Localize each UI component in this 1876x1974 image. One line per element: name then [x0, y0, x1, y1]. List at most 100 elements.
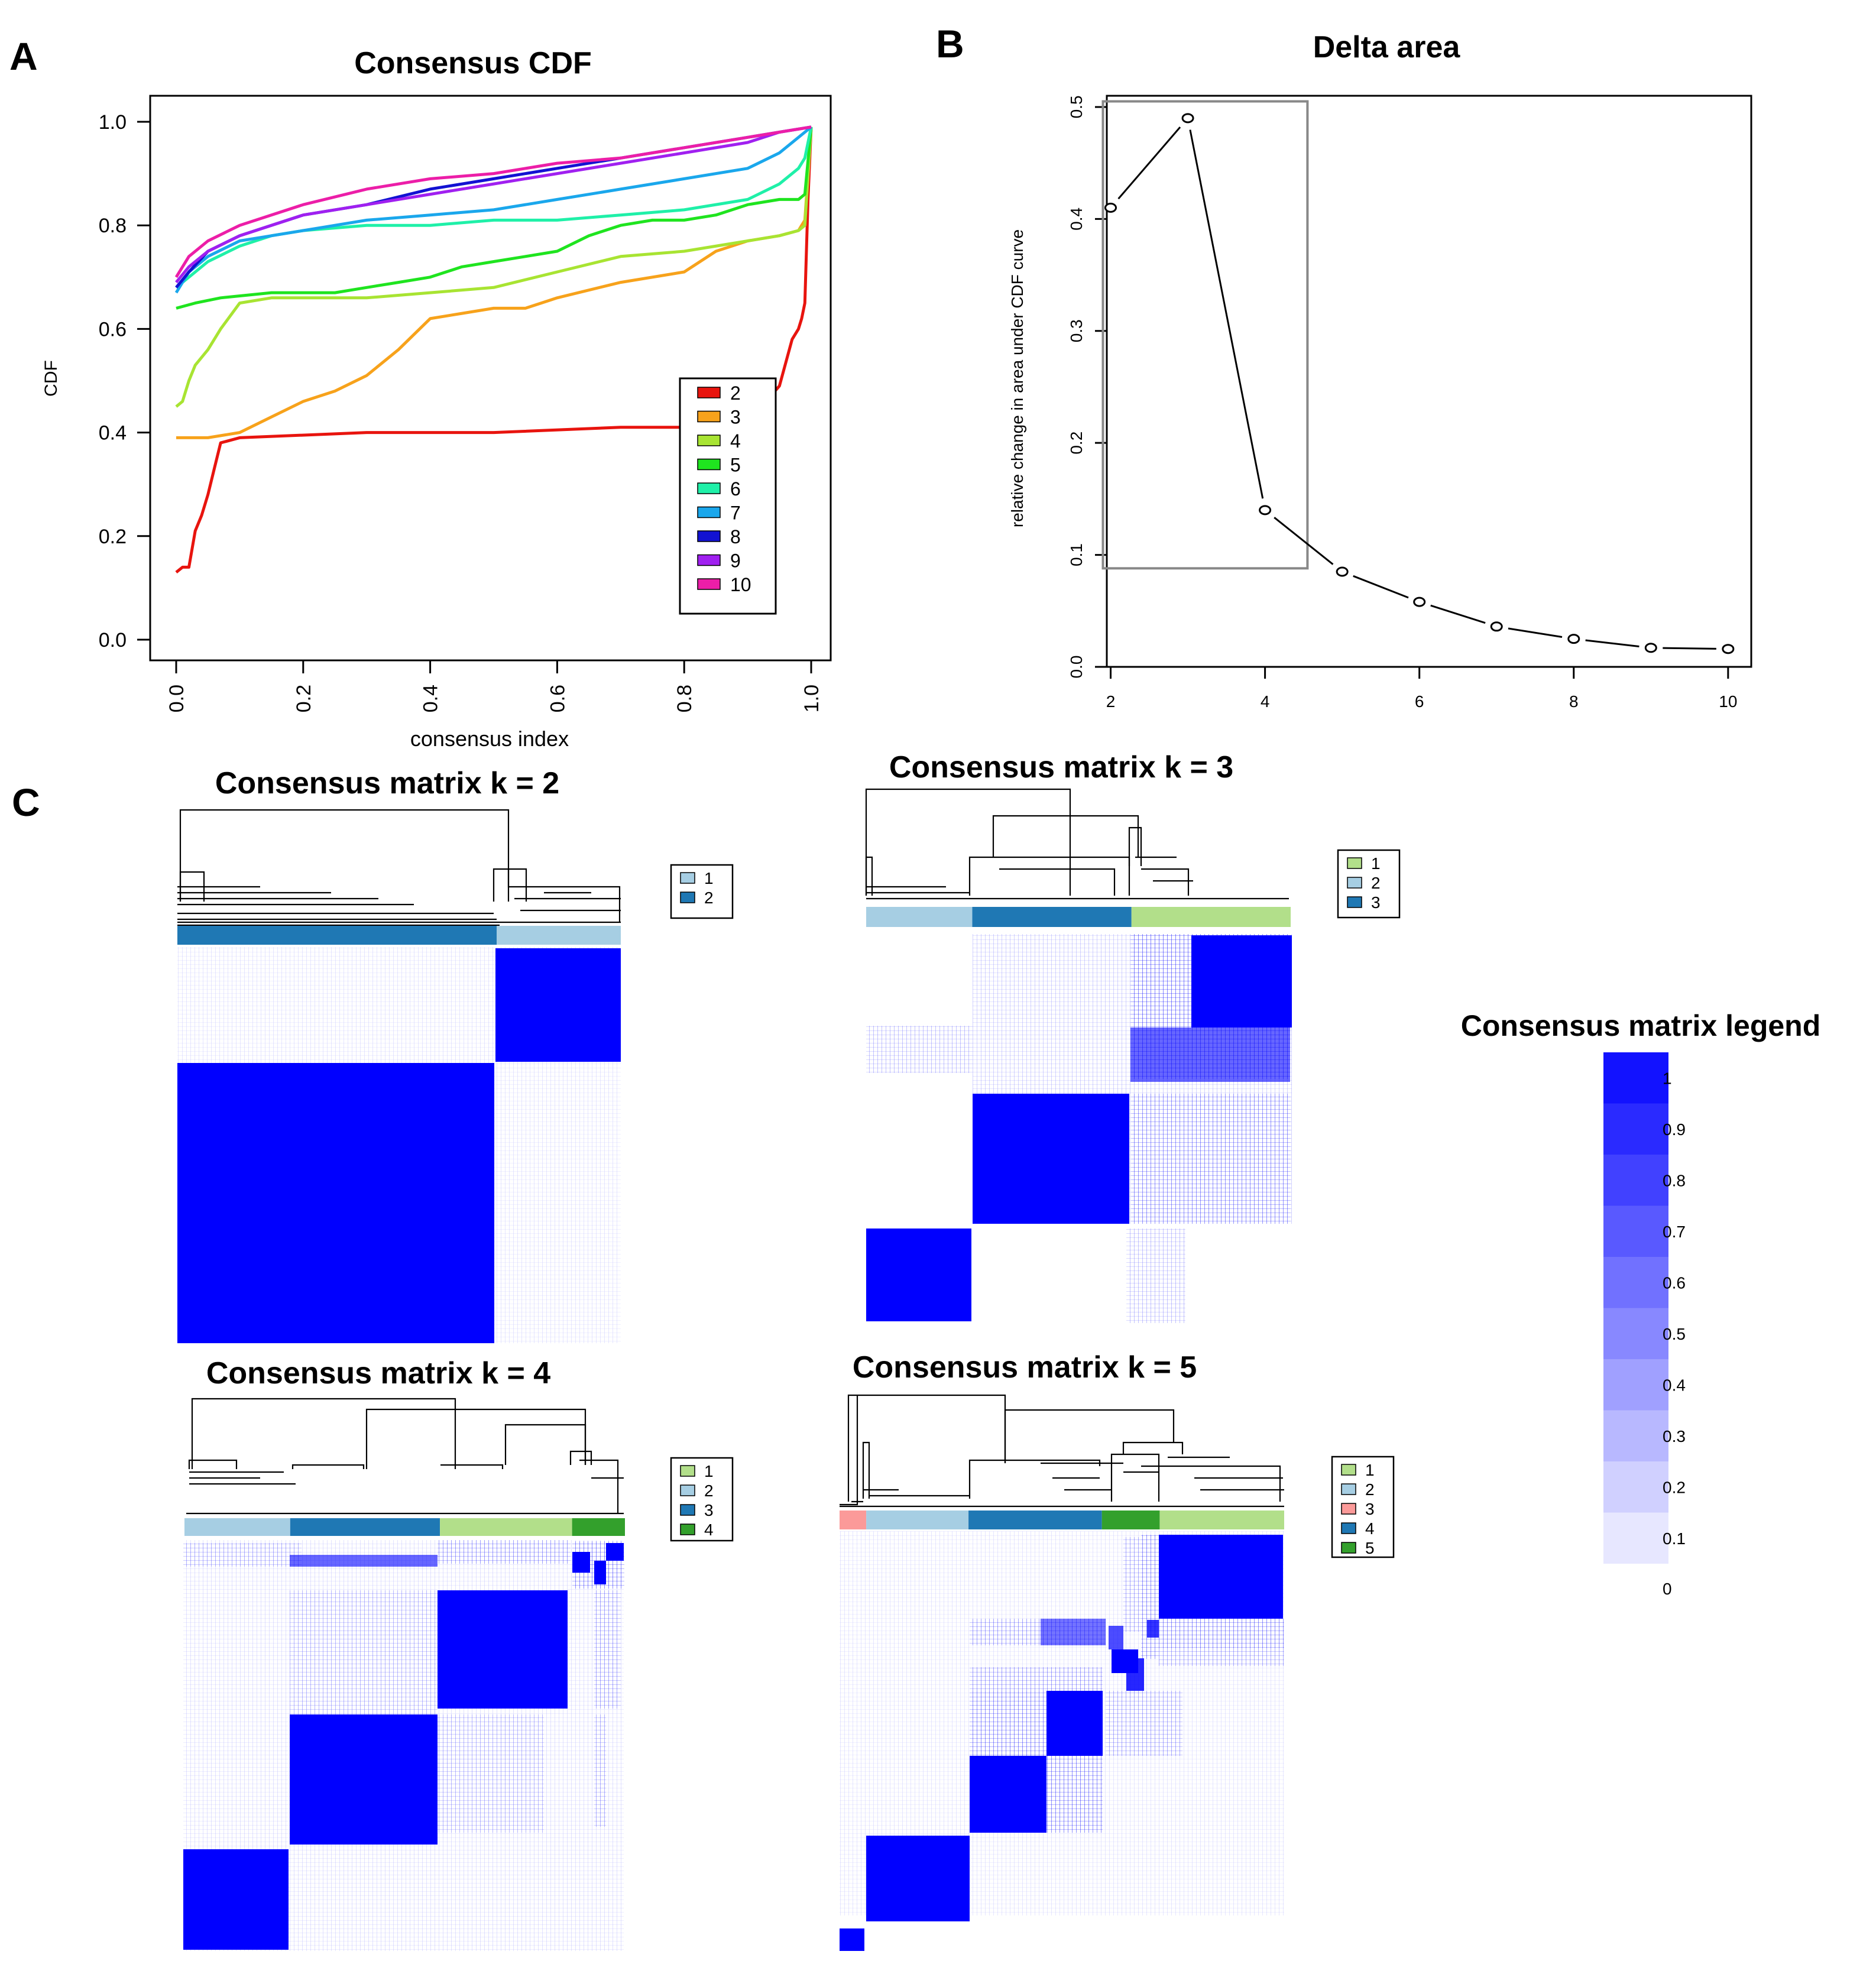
k5-legend-swatch — [1341, 1503, 1356, 1515]
delta-y-axis: 0.0 0.1 0.2 0.3 0.4 0.5 — [1067, 95, 1107, 678]
matrix-legend-cell — [1603, 1103, 1668, 1155]
k3-legend-label: 1 — [1371, 854, 1381, 873]
delta-ytick-label: 0.2 — [1067, 432, 1086, 455]
cdf-legend-swatch — [697, 410, 721, 423]
cdf-legend-label: 4 — [730, 430, 741, 452]
panel-label-a: A — [9, 34, 38, 78]
cdf-legend-swatch — [697, 554, 721, 566]
cdf-xtick-label: 0.2 — [293, 685, 315, 712]
k2-heatmap — [177, 947, 621, 1343]
k4-dendrogram — [186, 1398, 624, 1515]
k4-legend-label: 3 — [704, 1501, 714, 1519]
matrix-legend-title: Consensus matrix legend — [1461, 1009, 1821, 1042]
k5-dendrogram — [840, 1394, 1284, 1508]
k4-bar-segment-1 — [440, 1518, 572, 1536]
k4-heatmap — [183, 1540, 624, 1951]
cdf-legend-label: 5 — [730, 455, 741, 476]
delta-highlight-box — [1101, 100, 1309, 570]
matrix-legend-label: 0.1 — [1663, 1529, 1686, 1548]
delta-point — [1722, 644, 1735, 654]
matrix-legend-cell — [1603, 1155, 1668, 1206]
delta-xtick-label: 10 — [1719, 692, 1737, 711]
k2-bar-segment-2 — [177, 926, 497, 945]
matrix-legend-label: 0.9 — [1663, 1120, 1686, 1139]
cdf-y-axis: 0.0 0.2 0.4 0.6 0.8 1.0 — [99, 111, 150, 651]
k3-dendrogram — [865, 788, 1289, 900]
k2-legend-swatch — [680, 872, 695, 884]
cdf-ytick-label: 0.6 — [99, 318, 127, 341]
k4-legend-swatch — [680, 1465, 695, 1477]
cdf-legend-swatch — [697, 435, 721, 446]
delta-segment — [1353, 575, 1409, 599]
delta-title: Delta area — [1313, 30, 1461, 64]
k4-legend-swatch — [680, 1484, 695, 1496]
cdf-xtick-label: 0.8 — [673, 685, 696, 712]
delta-chart: Delta area 0.0 0.1 0.2 0.3 0.4 0.5 2 4 6 8 10 rel… — [1008, 30, 1752, 711]
k2-title: Consensus matrix k = 2 — [215, 766, 559, 800]
panel-label-b: B — [936, 22, 964, 66]
k4-legend-label: 1 — [704, 1462, 714, 1480]
k3-bar-segment-3 — [972, 907, 1132, 927]
delta-segment — [1585, 639, 1640, 647]
cdf-ytick-label: 0.2 — [99, 526, 127, 548]
matrix-legend-label: 0 — [1663, 1580, 1672, 1598]
cdf-title: Consensus CDF — [354, 46, 592, 80]
k2-bar-segment-1 — [497, 926, 621, 945]
cdf-ylabel: CDF — [41, 360, 61, 397]
cdf-plot-frame — [149, 95, 832, 662]
delta-ytick-label: 0.1 — [1067, 543, 1086, 566]
delta-xtick-label: 2 — [1106, 692, 1116, 711]
matrix-legend-cell — [1603, 1461, 1668, 1513]
delta-point — [1413, 597, 1426, 607]
delta-ytick-label: 0.5 — [1067, 95, 1086, 118]
delta-series — [1104, 113, 1735, 654]
delta-xtick-label: 4 — [1261, 692, 1270, 711]
cdf-legend-swatch — [697, 530, 721, 542]
k5-bar-segment-1 — [1159, 1511, 1284, 1529]
cdf-xtick-label: 1.0 — [801, 685, 823, 712]
k3-heatmap — [866, 934, 1292, 1323]
delta-x-axis: 2 4 6 8 10 — [1106, 667, 1737, 711]
cdf-chart: Consensus CDF 0.00.20.40.60.81.0 0.0 0.2 0… — [41, 46, 832, 751]
cdf-xlabel: consensus index — [410, 727, 569, 751]
k5-legend-label: 3 — [1365, 1500, 1375, 1518]
cdf-line-k8 — [175, 125, 812, 289]
matrix-legend-cell — [1603, 1359, 1668, 1411]
delta-ytick-label: 0.0 — [1067, 656, 1086, 679]
k3-legend-swatch — [1347, 896, 1362, 908]
matrix-legend-scale — [1603, 1052, 1668, 1564]
k3-legend: 123 — [1337, 849, 1401, 919]
consensus-matrix-k3: Consensus matrix k = 3 123 — [865, 750, 1401, 1323]
delta-ytick-label: 0.4 — [1067, 208, 1086, 231]
delta-xtick-label: 6 — [1415, 692, 1424, 711]
cdf-line-k9 — [175, 125, 812, 284]
k3-bar-segment-1 — [1131, 907, 1291, 927]
cdf-ytick-label: 0.4 — [99, 422, 127, 445]
matrix-legend-label: 0.3 — [1663, 1427, 1686, 1445]
cdf-ytick-label: 0.8 — [99, 215, 127, 237]
delta-point — [1567, 634, 1580, 644]
k4-legend-label: 2 — [704, 1482, 714, 1500]
delta-segment — [1508, 627, 1563, 638]
matrix-legend-label: 0.4 — [1663, 1376, 1686, 1394]
matrix-legend-labels: 1 0.9 0.8 0.7 0.6 0.5 0.4 0.3 0.2 0.1 0 — [1663, 1069, 1686, 1598]
k4-bar-segment-4 — [572, 1518, 625, 1536]
k2-legend: 12 — [670, 864, 734, 919]
consensus-matrix-legend: Consensus matrix legend 1 0.9 0.8 0.7 0.6 0.5… — [1461, 1009, 1821, 1598]
k4-legend-swatch — [680, 1524, 695, 1535]
cdf-legend-label: 2 — [730, 383, 741, 404]
k3-legend-label: 3 — [1371, 893, 1381, 912]
k2-legend-swatch — [680, 892, 695, 903]
cdf-legend-frame — [679, 377, 777, 615]
matrix-legend-label: 1 — [1663, 1069, 1672, 1087]
matrix-legend-cell — [1603, 1512, 1668, 1564]
cdf-legend-swatch — [697, 387, 721, 398]
matrix-legend-label: 0.7 — [1663, 1223, 1686, 1241]
delta-segment — [1663, 647, 1716, 650]
cdf-legend-swatch — [697, 458, 721, 471]
delta-ylabel: relative change in area under CDF curve — [1008, 229, 1026, 527]
k4-bar-segment-3 — [290, 1518, 440, 1536]
panel-label-c: C — [12, 780, 40, 824]
